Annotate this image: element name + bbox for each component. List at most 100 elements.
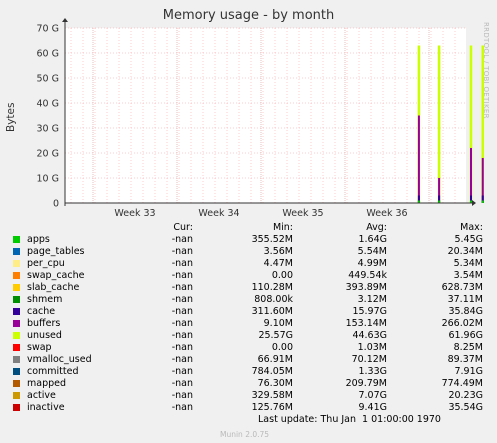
legend-cur: -nan (171, 378, 193, 389)
legend-cur: -nan (171, 270, 193, 281)
spike-cache (481, 195, 484, 203)
legend-max: 3.54M (453, 270, 483, 281)
legend-swatch (13, 284, 20, 291)
legend-name: swap_cache (27, 270, 85, 281)
legend-row-swap: swap -nan 0.00 1.03M 8.25M (0, 342, 497, 354)
legend-row-inactive: inactive -nan 125.76M 9.41G 35.54G (0, 402, 497, 414)
legend-name: apps (27, 234, 50, 245)
legend-max: 37.11M (447, 294, 483, 305)
header-max: Max: (460, 222, 483, 233)
legend-name: buffers (27, 318, 61, 329)
legend-min: 0.00 (271, 342, 293, 353)
legend-min: 355.52M (251, 234, 293, 245)
legend-min: 329.58M (251, 390, 293, 401)
y-tick-label: 30 G (37, 124, 59, 135)
spike-apps (438, 200, 441, 203)
legend-row-cache: cache -nan 311.60M 15.97G 35.84G (0, 306, 497, 318)
legend-row-slab_cache: slab_cache -nan 110.28M 393.89M 628.73M (0, 282, 497, 294)
legend-name: vmalloc_used (27, 354, 92, 365)
legend-avg: 3.12M (357, 294, 387, 305)
spike-cache (470, 195, 472, 203)
legend-row-committed: committed -nan 784.05M 1.33G 7.91G (0, 366, 497, 378)
legend-swatch (13, 356, 20, 363)
last-update: Last update: Thu Jan 1 01:00:00 1970 (258, 414, 441, 425)
legend-cur: -nan (171, 234, 193, 245)
legend-cur: -nan (171, 354, 193, 365)
x-tick-label: Week 34 (198, 208, 239, 219)
legend-name: active (27, 390, 56, 401)
legend-row-vmalloc_used: vmalloc_used -nan 66.91M 70.12M 89.37M (0, 354, 497, 366)
legend-swatch (13, 260, 20, 267)
legend-swatch (13, 272, 20, 279)
spike-buffers (470, 148, 472, 203)
legend-avg: 9.41G (358, 402, 387, 413)
legend-cur: -nan (171, 306, 193, 317)
spike-buffers (417, 115, 420, 203)
legend-swatch (13, 392, 20, 399)
legend-min: 76.30M (257, 378, 293, 389)
y-axis-arrow (62, 18, 68, 22)
header-min: Min: (272, 222, 293, 233)
legend-avg: 393.89M (345, 282, 387, 293)
legend-name: slab_cache (27, 282, 80, 293)
legend-max: 20.23G (448, 390, 483, 401)
legend-row-shmem: shmem -nan 808.00k 3.12M 37.11M (0, 294, 497, 306)
legend-name: unused (27, 330, 62, 341)
legend-swatch (13, 296, 20, 303)
legend-swatch (13, 332, 20, 339)
legend-max: 61.96G (448, 330, 483, 341)
spike-apps (470, 200, 472, 203)
spike-buffers (481, 158, 484, 203)
legend-swatch (13, 368, 20, 375)
spike-apps (417, 200, 420, 203)
y-tick-label: 60 G (37, 49, 59, 60)
legend-min: 25.57G (258, 330, 293, 341)
legend-row-page_tables: page_tables -nan 3.56M 5.54M 20.34M (0, 246, 497, 258)
legend-swatch (13, 404, 20, 411)
header-cur: Cur: (173, 222, 193, 233)
legend-cur: -nan (171, 282, 193, 293)
header-avg: Avg: (366, 222, 387, 233)
x-axis-arrow (472, 200, 476, 206)
y-tick-label: 70 G (37, 24, 59, 35)
legend-cur: -nan (171, 318, 193, 329)
y-tick-label: 40 G (37, 99, 59, 110)
y-tick-label: 0 (53, 199, 59, 210)
legend-max: 5.34M (453, 258, 483, 269)
spike-cache (417, 195, 420, 203)
legend-max: 5.45G (454, 234, 483, 245)
spike-unused (469, 45, 473, 203)
legend-max: 89.37M (447, 354, 483, 365)
legend-avg: 15.97G (352, 306, 387, 317)
legend-min: 66.91M (257, 354, 293, 365)
legend-row-buffers: buffers -nan 9.10M 153.14M 266.02M (0, 318, 497, 330)
legend-name: mapped (27, 378, 67, 389)
legend-max: 35.54G (448, 402, 483, 413)
legend-min: 784.05M (251, 366, 293, 377)
legend-swatch (13, 248, 20, 255)
legend-cur: -nan (171, 258, 193, 269)
legend-swatch (13, 380, 20, 387)
legend-cur: -nan (171, 342, 193, 353)
legend-name: page_tables (27, 246, 85, 257)
legend-min: 808.00k (254, 294, 293, 305)
legend-min: 3.56M (263, 246, 293, 257)
munin-version: Munin 2.0.75 (220, 430, 270, 439)
spike-unused (481, 45, 485, 203)
legend-name: committed (27, 366, 79, 377)
legend-swatch (13, 344, 20, 351)
legend-swatch (13, 320, 20, 327)
legend-cur: -nan (171, 246, 193, 257)
legend-max: 20.34M (447, 246, 483, 257)
legend-row-active: active -nan 329.58M 7.07G 20.23G (0, 390, 497, 402)
legend-row-mapped: mapped -nan 76.30M 209.79M 774.49M (0, 378, 497, 390)
legend-min: 4.47M (263, 258, 293, 269)
legend-cur: -nan (171, 366, 193, 377)
x-tick-label: Week 33 (114, 208, 155, 219)
legend-name: shmem (27, 294, 63, 305)
legend-max: 8.25M (453, 342, 483, 353)
plot-background (65, 28, 466, 203)
legend-min: 0.00 (271, 270, 293, 281)
